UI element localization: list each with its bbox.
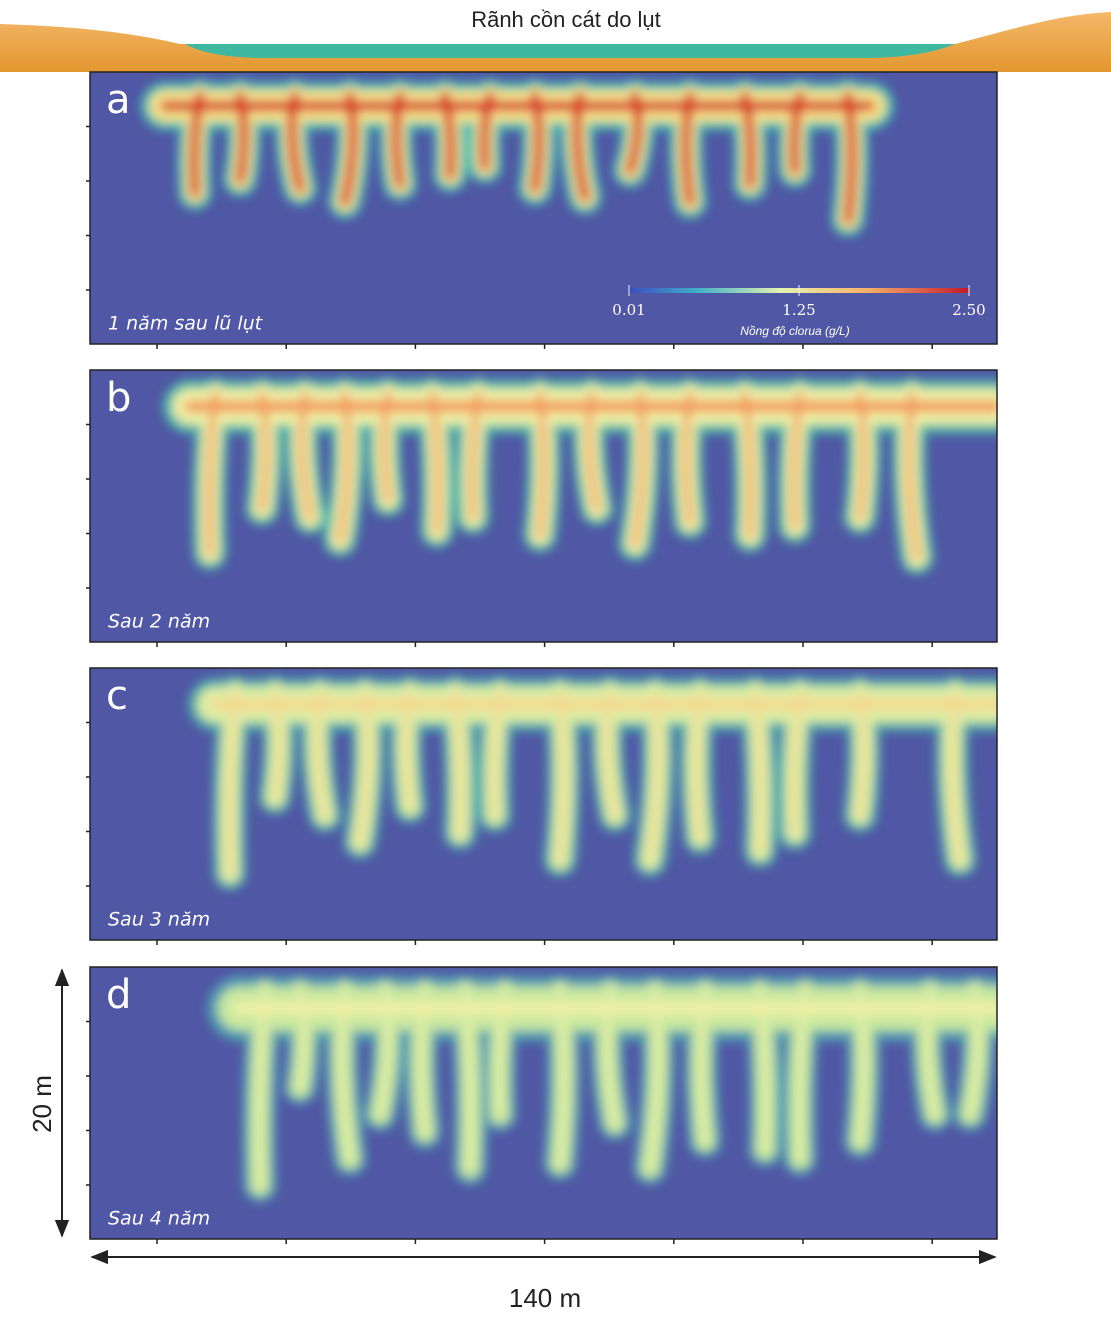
panel-letter: c bbox=[106, 673, 128, 719]
colorbar-tick-label: 2.50 bbox=[952, 301, 985, 319]
plume-finger bbox=[686, 96, 690, 202]
panel-caption: Sau 2 năm bbox=[108, 611, 210, 633]
figure: Rãnh cồn cát do lụt a 1 năm sau lũ lụt b Sa… bbox=[0, 0, 1111, 1317]
width-label: 140 m bbox=[509, 1283, 581, 1313]
panel: a 1 năm sau lũ lụt bbox=[86, 72, 997, 349]
flood-water bbox=[185, 44, 955, 58]
plume-finger bbox=[848, 96, 852, 219]
height-label: 20 m bbox=[27, 1075, 57, 1133]
panel-letter: b bbox=[106, 375, 131, 421]
plume-finger bbox=[535, 96, 539, 188]
title: Rãnh cồn cát do lụt bbox=[471, 7, 661, 32]
panel-letter: a bbox=[106, 77, 131, 123]
panel-letter: d bbox=[106, 972, 131, 1018]
colorbar-tick-label: 1.25 bbox=[782, 301, 815, 319]
colorbar-tick-label: 0.01 bbox=[612, 301, 645, 319]
panel-caption: Sau 4 năm bbox=[108, 1208, 210, 1230]
panel-caption: 1 năm sau lũ lụt bbox=[108, 313, 264, 335]
panel: c Sau 3 năm bbox=[86, 668, 997, 945]
panel: d Sau 4 năm bbox=[86, 967, 997, 1244]
panel-caption: Sau 3 năm bbox=[108, 909, 210, 931]
plume-finger bbox=[240, 96, 244, 179]
panel: b Sau 2 năm bbox=[86, 370, 997, 647]
colorbar-label: Nồng độ clorua (g/L) bbox=[740, 324, 849, 338]
plume-finger bbox=[396, 96, 400, 184]
